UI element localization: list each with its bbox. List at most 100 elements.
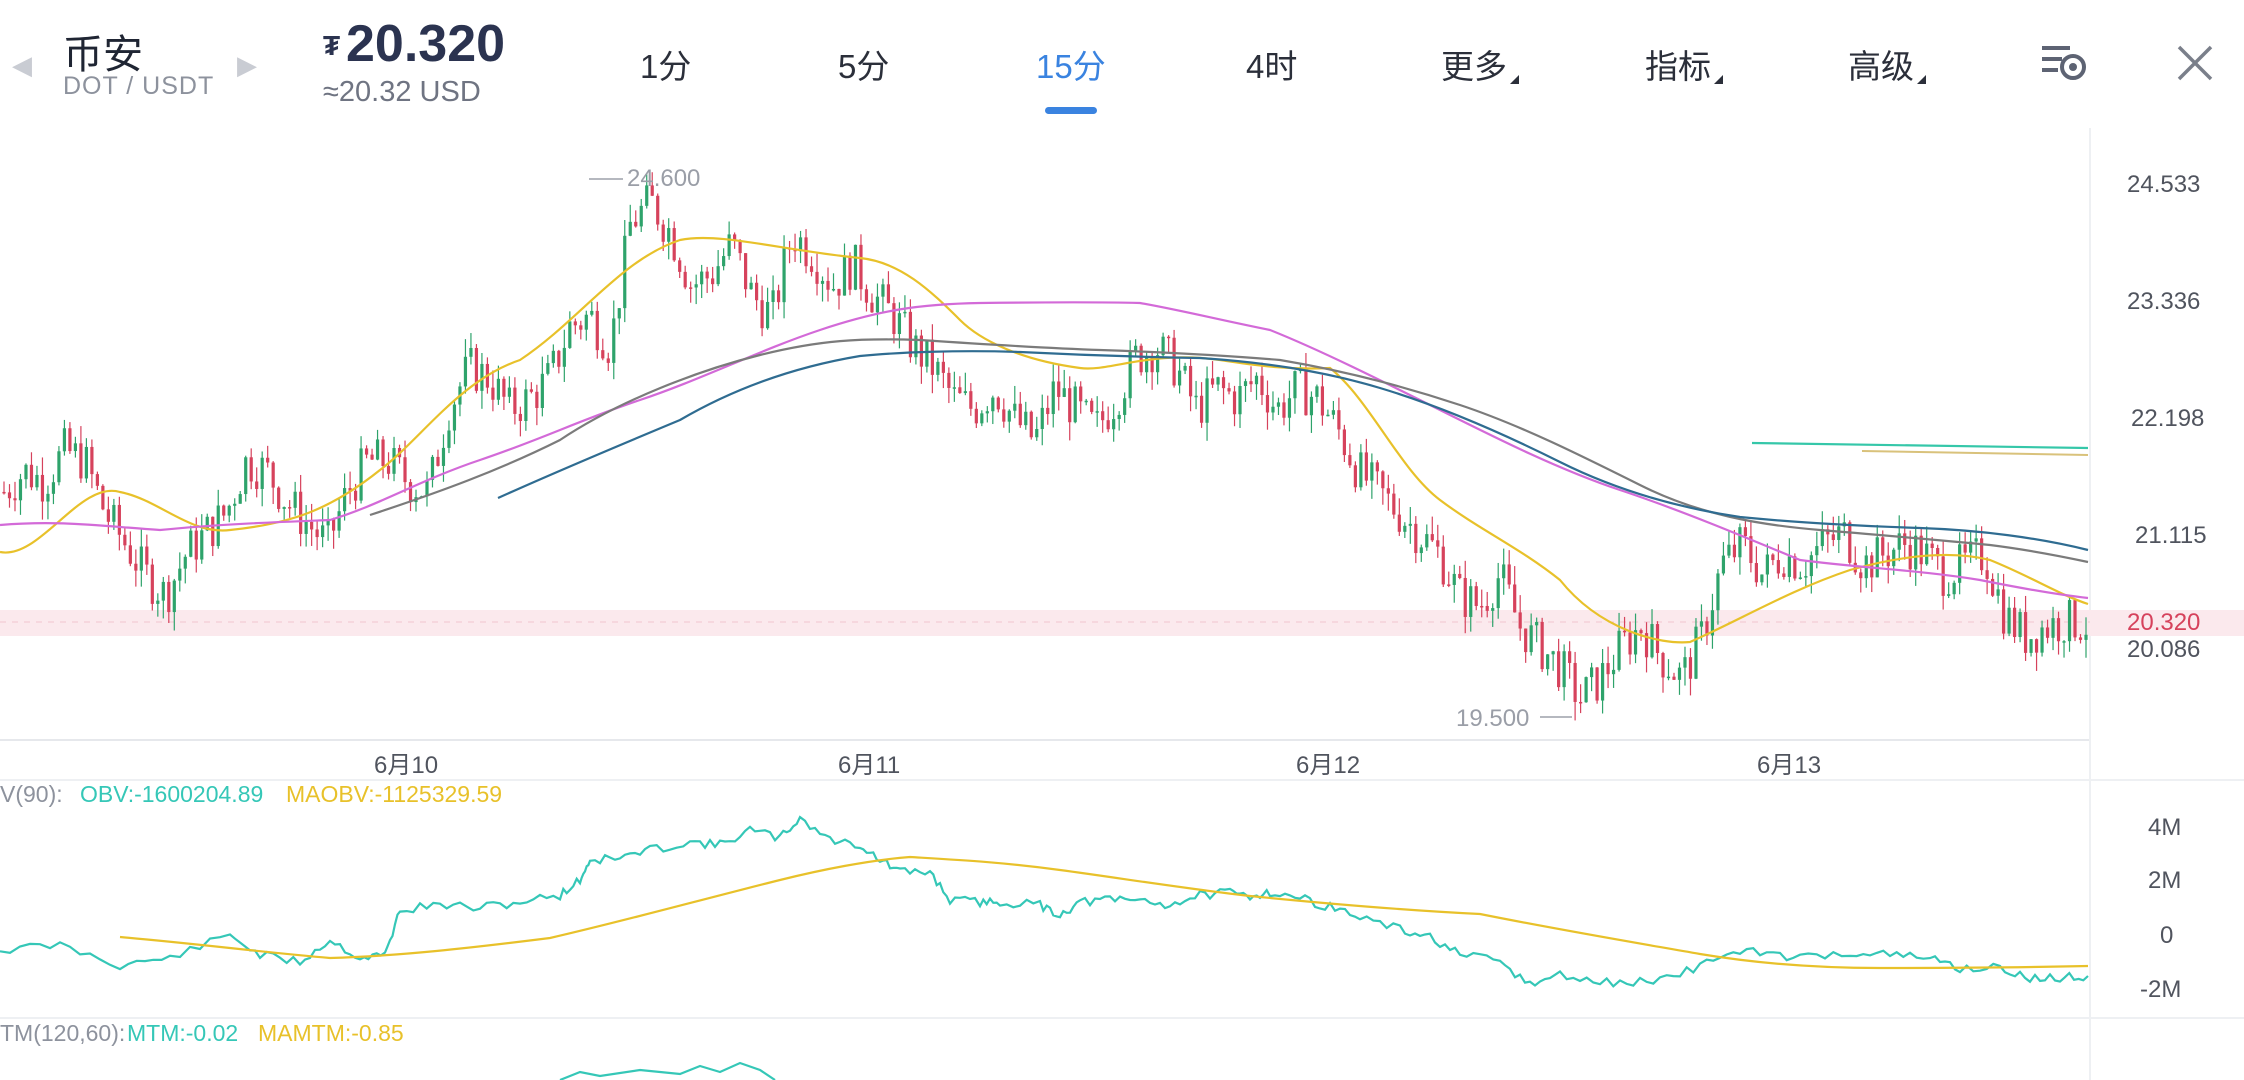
candle-body [1809, 555, 1813, 577]
candle-body [2084, 634, 2088, 640]
tab-more[interactable]: 更多 [1441, 40, 1519, 88]
price-usd: ≈20.32 USD [323, 76, 481, 108]
current-price: 20.320 [346, 15, 506, 73]
candle-body [573, 321, 577, 326]
candle-body [595, 310, 599, 351]
candle-body [1117, 414, 1121, 420]
candle-body [1210, 378, 1215, 385]
candle-body [1507, 564, 1511, 585]
triangle-right-icon[interactable]: ▶ [237, 50, 257, 80]
tab-5min[interactable]: 5分 [838, 48, 890, 85]
price-tick: 20.086 [2127, 636, 2201, 663]
tab-4h[interactable]: 4时 [1246, 48, 1298, 85]
candle-body [348, 488, 352, 491]
tab-15min[interactable]: 15分 [1036, 48, 1106, 85]
tab-1min[interactable]: 1分 [640, 48, 692, 85]
candle-body [200, 530, 204, 560]
candle-body [947, 372, 951, 388]
candle-body [156, 600, 160, 604]
candle-body [969, 391, 973, 409]
candle-body [1661, 653, 1665, 678]
ma-navy-line [497, 350, 2089, 552]
candle-body [1881, 537, 1885, 556]
candle-body [1848, 522, 1852, 563]
candle-body [452, 404, 457, 431]
candle-body [211, 516, 215, 547]
obv-tick: -2M [2140, 976, 2182, 1003]
candle-body [892, 303, 896, 335]
tab-advanced[interactable]: 高级 [1848, 40, 1926, 88]
caret-icon [1714, 75, 1723, 84]
candle-body [90, 446, 94, 475]
candle-body [507, 387, 511, 397]
candle-body [46, 493, 50, 502]
candle-body [255, 481, 259, 489]
candle-body [1529, 625, 1533, 653]
candle-body [1331, 410, 1336, 415]
candle-body [392, 448, 396, 474]
candle-body [1765, 554, 1769, 575]
mtm-value: MTM:-0.02 [127, 1020, 239, 1046]
candle-body [2073, 600, 2077, 638]
candle-body [546, 363, 550, 374]
candle-body [1870, 555, 1874, 578]
candle-body [1820, 529, 1824, 547]
candle-body [1666, 676, 1671, 679]
last-price-label: 20.320 [2127, 609, 2201, 636]
candle-body [980, 413, 984, 424]
candle-body [628, 221, 632, 236]
candle-body [1392, 493, 1396, 515]
candle-body [310, 521, 314, 530]
candle-body [1029, 411, 1033, 438]
ma-olive-line [1861, 450, 2089, 456]
tab-indicators[interactable]: 指标 [1645, 40, 1723, 88]
candle-body [551, 350, 555, 364]
candle-body [612, 318, 616, 363]
mtm-title: TM(120,60): [0, 1020, 126, 1046]
candle-body [727, 234, 731, 257]
candle-body [1095, 411, 1099, 413]
candle-body [1326, 414, 1330, 417]
triangle-left-icon[interactable]: ◀ [12, 50, 32, 80]
candle-body [634, 221, 638, 227]
candle-body [1057, 381, 1061, 397]
chart-settings-icon[interactable] [2040, 42, 2088, 84]
candle-body [1826, 529, 1830, 535]
candle-body [1952, 582, 1956, 595]
candle-body [700, 271, 704, 285]
candle-body [842, 255, 847, 296]
tether-icon: ₮ [323, 30, 341, 61]
date-label: 6月11 [838, 752, 901, 779]
candle-body [2018, 612, 2022, 638]
candle-body [1804, 576, 1808, 578]
close-icon[interactable] [2176, 44, 2214, 82]
candle-body [1568, 651, 1572, 663]
candle-body [1716, 573, 1720, 611]
ma-yellow-line [0, 236, 2089, 644]
candle-body [1524, 628, 1528, 653]
candle-body [134, 563, 138, 571]
candle-body [1458, 573, 1462, 578]
candle-body [694, 284, 698, 288]
candle-body [150, 564, 154, 604]
candle-body [161, 581, 165, 601]
candle-body [1727, 544, 1731, 556]
high-price-label: 24.600 [627, 165, 701, 192]
candle-body [1370, 462, 1374, 481]
candle-body [7, 492, 12, 499]
candle-body [68, 428, 72, 452]
candle-body [2078, 637, 2083, 640]
candle-body [1969, 541, 1973, 553]
candle-body [441, 447, 446, 466]
candle-body [864, 289, 869, 303]
trading-pair[interactable]: DOT / USDT [63, 72, 215, 100]
candle-body [364, 448, 369, 455]
candle-body [562, 347, 566, 367]
candle-body [1721, 555, 1726, 574]
candle-body [738, 240, 742, 254]
candle-body [1551, 651, 1555, 655]
candle-body [518, 413, 522, 421]
candle-body [1051, 381, 1055, 415]
candle-body [1205, 378, 1209, 423]
